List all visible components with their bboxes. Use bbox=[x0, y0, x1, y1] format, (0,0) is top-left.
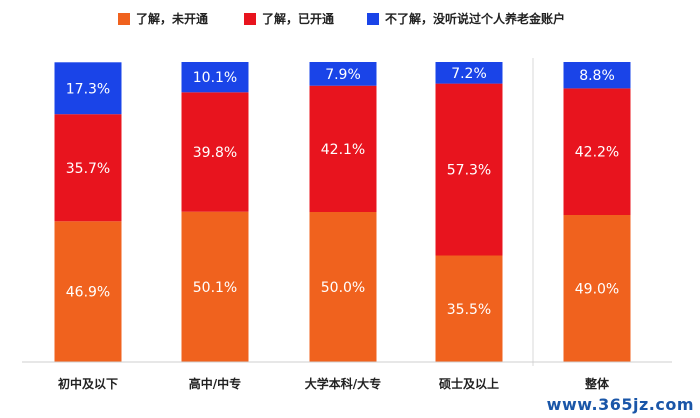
data-label: 7.9% bbox=[325, 67, 361, 83]
bar-segment-1 bbox=[54, 221, 122, 362]
data-label: 49.0% bbox=[575, 282, 619, 298]
x-tick-label: 初中及以下 bbox=[58, 376, 118, 391]
data-label: 50.1% bbox=[193, 280, 237, 296]
legend-item-not-opened: 了解，未开通 bbox=[118, 10, 208, 27]
legend-label: 了解，未开通 bbox=[136, 12, 209, 26]
bar-segment-1 bbox=[181, 211, 249, 362]
legend-swatch-orange bbox=[118, 12, 130, 25]
bar-segment-2 bbox=[309, 85, 377, 212]
legend-label: 不了解，没听说过个人养老金账户 bbox=[385, 12, 566, 26]
data-label: 42.2% bbox=[575, 145, 619, 161]
bar-segment-1 bbox=[563, 215, 631, 362]
data-label: 35.7% bbox=[66, 161, 110, 177]
bar-segment-2 bbox=[563, 88, 631, 215]
legend-swatch-red bbox=[244, 12, 256, 25]
legend-label: 了解，已开通 bbox=[262, 12, 335, 26]
x-tick-label: 整体 bbox=[584, 376, 610, 391]
data-label: 10.1% bbox=[193, 70, 237, 86]
bar-segment-3 bbox=[309, 62, 377, 86]
data-label: 46.9% bbox=[66, 285, 110, 301]
bar-segment-2 bbox=[181, 92, 249, 212]
bar-segment-3 bbox=[181, 62, 249, 93]
x-tick-label: 高中/中专 bbox=[189, 376, 241, 391]
bar-segment-2 bbox=[54, 114, 122, 222]
legend-item-opened: 了解，已开通 bbox=[244, 10, 334, 27]
bar-segment-1 bbox=[435, 255, 503, 362]
data-label: 35.5% bbox=[447, 302, 491, 318]
chart-legend: 了解，未开通 了解，已开通 不了解，没听说过个人养老金账户 bbox=[0, 10, 700, 36]
data-label: 57.3% bbox=[447, 163, 491, 179]
x-tick-label: 硕士及以上 bbox=[439, 376, 499, 391]
data-label: 39.8% bbox=[193, 145, 237, 161]
data-label: 50.0% bbox=[321, 280, 365, 296]
data-label: 42.1% bbox=[321, 142, 365, 158]
data-label: 8.8% bbox=[579, 68, 615, 84]
legend-item-unaware: 不了解，没听说过个人养老金账户 bbox=[367, 10, 565, 27]
data-label: 7.2% bbox=[451, 66, 487, 82]
legend-swatch-blue bbox=[367, 12, 379, 25]
data-label: 17.3% bbox=[66, 81, 110, 97]
bar-segment-3 bbox=[563, 62, 631, 89]
bar-segment-3 bbox=[54, 62, 122, 115]
x-tick-label: 大学本科/大专 bbox=[305, 376, 381, 391]
bar-segment-1 bbox=[309, 212, 377, 362]
watermark: www.365jz.com bbox=[546, 395, 694, 414]
bar-segment-2 bbox=[435, 83, 503, 256]
bar-segment-3 bbox=[435, 62, 503, 84]
